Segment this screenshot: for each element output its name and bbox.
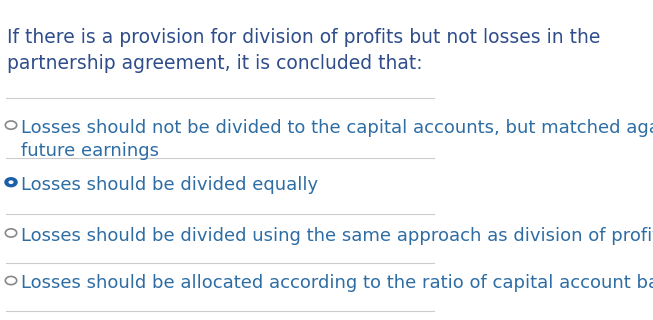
Text: Losses should be divided using the same approach as division of profits: Losses should be divided using the same …	[21, 227, 653, 244]
Text: partnership agreement, it is concluded that:: partnership agreement, it is concluded t…	[7, 54, 422, 73]
Text: Losses should be allocated according to the ratio of capital account balances: Losses should be allocated according to …	[21, 274, 653, 292]
Text: Losses should be divided equally: Losses should be divided equally	[21, 176, 318, 194]
Circle shape	[5, 276, 17, 285]
Circle shape	[5, 178, 17, 186]
Circle shape	[5, 229, 17, 237]
Circle shape	[5, 121, 17, 129]
Text: Losses should not be divided to the capital accounts, but matched against
future: Losses should not be divided to the capi…	[21, 119, 653, 160]
Text: If there is a provision for division of profits but not losses in the: If there is a provision for division of …	[7, 28, 601, 47]
Circle shape	[8, 180, 14, 184]
